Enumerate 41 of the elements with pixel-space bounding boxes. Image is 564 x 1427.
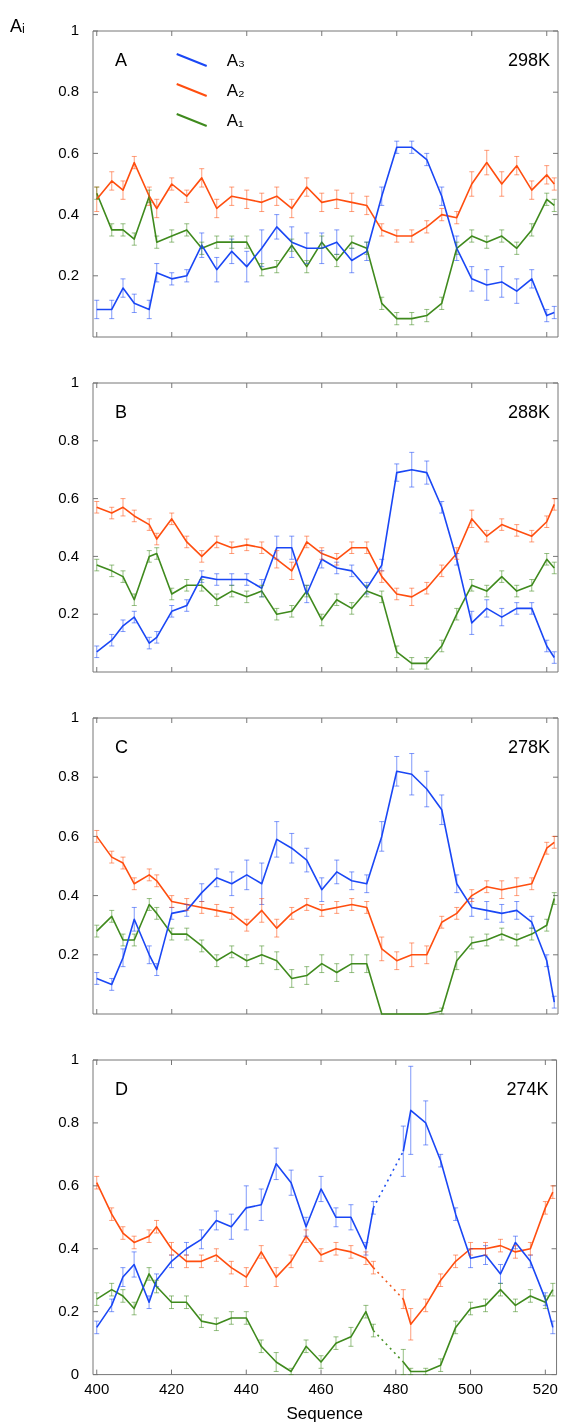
y-tick-label: 0.2	[58, 604, 79, 622]
x-tick-label: 420	[158, 1379, 185, 1397]
annotation: B	[115, 401, 128, 422]
legend-label: A₁	[226, 110, 245, 130]
x-tick-label: 500	[458, 1379, 484, 1397]
y-tick-label: 1	[70, 708, 79, 726]
x-axis-title: Sequence	[286, 1404, 364, 1424]
y-tick-label: 0	[70, 1364, 79, 1382]
y-tick-label: 1	[70, 1050, 79, 1068]
annotation: 274K	[506, 1078, 549, 1099]
y-tick-label: 1	[70, 373, 79, 391]
y-axis-title: Aᵢ	[10, 15, 25, 36]
annotation: C	[115, 736, 128, 757]
x-tick-label: 480	[383, 1379, 409, 1397]
annotation: 298K	[507, 49, 550, 70]
legend-label: A₃	[226, 50, 245, 70]
y-tick-label: 0.4	[58, 204, 79, 222]
y-tick-label: 0.6	[58, 488, 79, 506]
y-tick-label: 0.6	[58, 143, 79, 161]
y-tick-label: 1	[70, 21, 79, 39]
x-tick-label: 460	[308, 1379, 334, 1397]
x-tick-label: 440	[233, 1379, 259, 1397]
y-tick-label: 0.4	[58, 546, 79, 564]
y-tick-label: 0.8	[58, 767, 79, 785]
y-tick-label: 0.2	[58, 265, 79, 283]
y-tick-label: 0.6	[58, 1175, 79, 1193]
annotation: 278K	[507, 736, 550, 757]
legend-label: A₂	[226, 80, 245, 100]
y-tick-label: 0.4	[58, 885, 79, 903]
y-tick-label: 0.8	[58, 430, 79, 448]
annotation: A	[115, 49, 128, 70]
annotation: 288K	[507, 401, 550, 422]
y-tick-label: 0.8	[58, 82, 79, 100]
y-tick-label: 0.6	[58, 826, 79, 844]
x-tick-label: 520	[532, 1379, 558, 1397]
y-tick-label: 0.8	[58, 1113, 79, 1131]
y-tick-label: 0.2	[58, 1301, 79, 1319]
annotation: D	[115, 1078, 128, 1099]
y-tick-label: 0.2	[58, 944, 79, 962]
x-tick-label: 400	[84, 1379, 110, 1397]
y-tick-label: 0.4	[58, 1238, 79, 1256]
